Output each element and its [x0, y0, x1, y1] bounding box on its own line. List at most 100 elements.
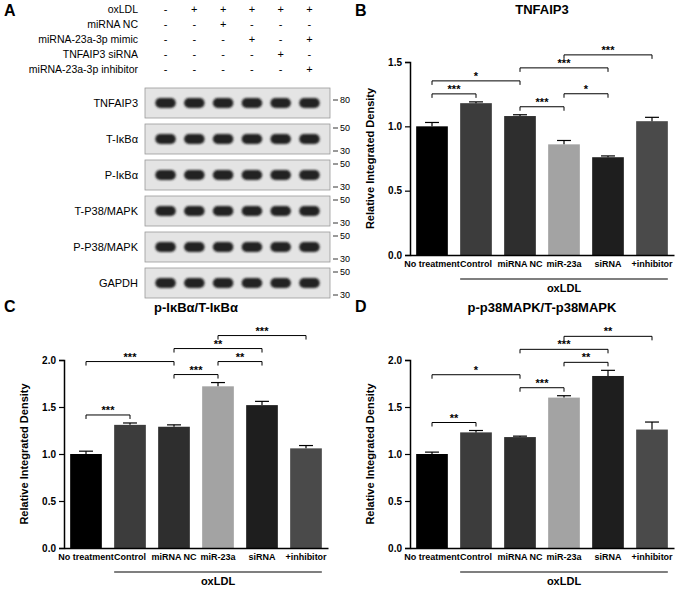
band — [270, 278, 291, 288]
error-bar-stem — [651, 422, 652, 430]
band — [184, 278, 205, 288]
error-bar-cap — [601, 155, 615, 156]
treatment-sign: - — [221, 33, 225, 45]
treatment-label: TNFAIP3 siRNA — [63, 48, 138, 60]
error-bar — [601, 156, 615, 157]
marker-tick — [333, 223, 338, 224]
figure: AoxLDL-+++++miRNA NC--+---miRNA-23a-3p m… — [0, 0, 697, 603]
tick: No treatment — [58, 548, 114, 562]
bar — [246, 405, 278, 548]
error-bar-cap — [211, 382, 225, 383]
band — [299, 242, 320, 252]
marker-tick — [333, 164, 338, 165]
tick: Control — [460, 255, 492, 269]
band — [184, 242, 205, 252]
treatment-sign: - — [192, 33, 196, 45]
tick-label: +inhibitor — [631, 552, 673, 562]
error-bar-cap — [645, 421, 659, 422]
tick-label: 0.5 — [388, 496, 402, 507]
error-bar-cap — [557, 395, 571, 396]
significance-label: * — [474, 70, 479, 82]
significance-label: *** — [124, 351, 138, 363]
treatment-sign: - — [308, 18, 312, 30]
treatment-sign: - — [164, 3, 168, 15]
y-axis-title: Relative Integrated Density — [364, 87, 376, 229]
significance-label: ** — [450, 412, 459, 424]
tick-label: 1.5 — [388, 402, 402, 413]
panel-label: D — [355, 298, 367, 315]
band — [242, 242, 263, 252]
error-bar — [79, 451, 93, 454]
treatment-sign: - — [164, 48, 168, 60]
axis-line — [411, 255, 675, 257]
tick-mark — [405, 501, 410, 502]
chart-title: p-p38MAPK/T-p38MAPK — [468, 300, 617, 315]
tick: No treatment — [404, 548, 460, 562]
band — [213, 242, 234, 252]
axis-line — [411, 548, 675, 550]
tick-label: 0.0 — [388, 543, 402, 554]
tick-label: Control — [460, 259, 492, 269]
treatment-sign: - — [279, 63, 283, 75]
plot-area — [416, 370, 668, 548]
error-bar — [645, 117, 659, 121]
tick-label: 1.0 — [388, 121, 402, 132]
x-axis: No treatmentControlmiRNA NCmiR-23asiRNA+… — [58, 548, 328, 562]
axis-line — [405, 63, 411, 256]
tick: 0.5 — [388, 185, 410, 196]
band-label: P-P38/MAPK — [73, 241, 138, 253]
tick: +inhibitor — [631, 255, 673, 269]
bar — [416, 126, 448, 255]
band — [299, 170, 320, 180]
significance-label: *** — [102, 404, 116, 416]
bar — [636, 430, 668, 548]
tick-label: miRNA NC — [497, 552, 543, 562]
tick: 2.0 — [388, 355, 410, 366]
band-label: GAPDH — [99, 277, 138, 289]
bar — [548, 398, 580, 548]
tick-label: 0.5 — [388, 185, 402, 196]
tick: +inhibitor — [631, 548, 673, 562]
chart-title: TNFAIP3 — [515, 2, 568, 17]
band — [213, 98, 234, 108]
band — [242, 278, 263, 288]
tick-mark — [59, 407, 64, 408]
plot-area — [416, 102, 668, 255]
bar-chart: BTNFAIP3Relative Integrated Density0.00.… — [355, 2, 675, 294]
marker-tick — [333, 272, 338, 273]
treatment-sign: + — [249, 33, 255, 45]
tick-label: Control — [114, 552, 146, 562]
significance-label: ** — [604, 325, 613, 337]
blot-strip — [145, 196, 330, 226]
significance-label: *** — [448, 83, 462, 95]
treatment-sign: + — [220, 3, 226, 15]
tick: No treatment — [404, 255, 460, 269]
marker-label: 30 — [340, 146, 350, 156]
y-axis: 0.00.51.01.5 — [388, 57, 410, 261]
error-bar — [167, 425, 181, 427]
tick: miR-23a — [546, 255, 582, 269]
error-bar — [425, 452, 439, 454]
x-axis: No treatmentControlmiRNA NCmiR-23asiRNA+… — [404, 548, 674, 562]
treatment-sign: - — [192, 48, 196, 60]
bar — [592, 157, 624, 255]
blot-strip — [145, 160, 330, 190]
tick-label: miR-23a — [200, 552, 236, 562]
band — [155, 206, 176, 216]
tick-mark — [59, 548, 64, 549]
marker-label: 30 — [340, 290, 350, 300]
band — [299, 278, 320, 288]
chart-title: p-IκBα/T-IκBα — [154, 300, 238, 315]
error-bar-cap — [645, 117, 659, 118]
error-bar-cap — [601, 370, 615, 371]
treatment-label: miRNA-23a-3p mimic — [38, 33, 138, 45]
tick-label: No treatment — [404, 259, 460, 269]
bar — [504, 437, 536, 548]
tick: Control — [114, 548, 146, 562]
treatment-label: oxLDL — [108, 3, 139, 15]
panel-label: A — [4, 2, 16, 19]
marker-tick — [333, 187, 338, 188]
tick-label: 1.5 — [388, 57, 402, 68]
tick-mark — [405, 255, 410, 256]
tick-label: Control — [460, 552, 492, 562]
